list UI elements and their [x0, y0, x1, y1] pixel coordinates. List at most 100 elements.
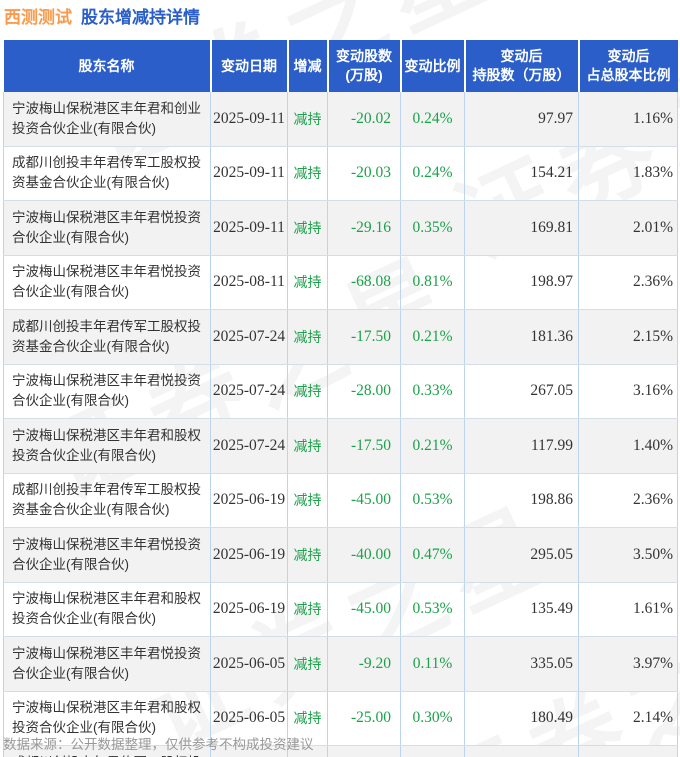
- cell-action: 减持: [287, 582, 328, 637]
- cell-after_pct: 2.14%: [578, 691, 678, 746]
- cell-date: 2025-07-24: [210, 418, 288, 474]
- cell-after_pct: 1.83%: [578, 146, 678, 201]
- cell-action: 减持: [287, 745, 328, 757]
- column-header-change: 变动股数 (万股): [327, 40, 402, 92]
- cell-action: 减持: [287, 527, 328, 583]
- column-header-date: 变动日期: [210, 40, 289, 92]
- cell-ratio: 0.24%: [400, 92, 465, 147]
- cell-change: -40.00: [327, 527, 401, 583]
- cell-ratio: 0.53%: [400, 473, 465, 528]
- table-row: 宁波梅山保税港区丰年君悦投资合伙企业(有限合伙) 2025-08-11 减持 -68.…: [3, 255, 678, 310]
- cell-ratio: 0.53%: [400, 582, 465, 637]
- cell-ratio: 0.81%: [400, 255, 465, 310]
- data-source-note: 数据来源：公开数据整理，仅供参考不构成投资建议: [3, 737, 314, 752]
- cell-after_pct: 1.16%: [578, 92, 678, 147]
- cell-change: -20.03: [327, 146, 401, 201]
- cell-after_pct: 2.36%: [578, 255, 678, 310]
- stock-name: 西测测试: [4, 8, 72, 27]
- cell-after_pct: 3.50%: [578, 527, 678, 583]
- page-subtitle: 股东增减持详情: [81, 8, 200, 27]
- cell-after: 267.05: [464, 364, 579, 419]
- cell-action: 减持: [287, 364, 328, 419]
- cell-name: 宁波梅山保税港区丰年君和股权投资合伙企业(有限合伙): [3, 582, 211, 637]
- header-row: 股东名称 变动日期 增减 变动股数 (万股) 变动比例 变动后 持股数（万股） 变动后 占总股本比…: [3, 40, 678, 92]
- column-header-after_pct: 变动后 占总股本比例: [578, 40, 678, 92]
- column-header-line: 变动股数: [336, 48, 392, 64]
- column-header-after: 变动后 持股数（万股）: [464, 40, 580, 92]
- cell-after: 135.49: [464, 582, 579, 637]
- cell-name: 宁波梅山保税港区丰年君悦投资合伙企业(有限合伙): [3, 527, 211, 583]
- cell-action: 减持: [287, 636, 328, 692]
- cell-name: 宁波梅山保税港区丰年君悦投资合伙企业(有限合伙): [3, 200, 211, 256]
- cell-after_pct: 2.36%: [578, 473, 678, 528]
- cell-date: 2025-06-19: [210, 527, 288, 583]
- table-row: 成都川创投丰年君传军工股权投资基金合伙企业(有限合伙) 2025-09-11 减持 -…: [3, 146, 678, 201]
- cell-date: 2025-06-05: [210, 636, 288, 692]
- cell-ratio: 0.30%: [400, 691, 465, 746]
- cell-change: -17.50: [327, 309, 401, 365]
- cell-ratio: 0.30%: [400, 745, 465, 757]
- cell-action: 减持: [287, 309, 328, 365]
- cell-date: 2025-06-19: [210, 582, 288, 637]
- cell-name: 成都川创投丰年君传军工股权投资基金合伙企业(有限合伙): [3, 745, 211, 757]
- column-header-line: 变动后: [607, 48, 650, 64]
- cell-action: 减持: [287, 255, 328, 310]
- column-header-line: 占总股本比例: [586, 67, 671, 83]
- table-row: 宁波梅山保税港区丰年君悦投资合伙企业(有限合伙) 2025-09-11 减持 -29.…: [3, 200, 678, 256]
- column-header-line: 变动日期: [221, 57, 277, 74]
- column-header-line: 变动比例: [404, 57, 461, 74]
- cell-after_pct: 2.01%: [578, 200, 678, 256]
- cell-name: 成都川创投丰年君传军工股权投资基金合伙企业(有限合伙): [3, 309, 211, 365]
- cell-after: 181.36: [464, 309, 579, 365]
- column-header-action: 增减: [287, 40, 329, 92]
- cell-name: 宁波梅山保税港区丰年君和创业投资合伙企业(有限合伙): [3, 92, 211, 147]
- cell-change: -68.08: [327, 255, 401, 310]
- column-header-name: 股东名称: [3, 40, 212, 92]
- cell-name: 宁波梅山保税港区丰年君悦投资合伙企业(有限合伙): [3, 255, 211, 310]
- cell-after_pct: 3.16%: [578, 364, 678, 419]
- cell-action: 减持: [287, 473, 328, 528]
- cell-ratio: 0.33%: [400, 364, 465, 419]
- cell-name: 宁波梅山保税港区丰年君悦投资合伙企业(有限合伙): [3, 636, 211, 692]
- cell-ratio: 0.35%: [400, 200, 465, 256]
- cell-ratio: 0.24%: [400, 146, 465, 201]
- table-row: 宁波梅山保税港区丰年君悦投资合伙企业(有限合伙) 2025-06-19 减持 -40.…: [3, 527, 678, 583]
- cell-action: 减持: [287, 92, 328, 147]
- cell-change: -28.00: [327, 364, 401, 419]
- cell-date: 2025-09-11: [210, 146, 288, 201]
- table-row: 宁波梅山保税港区丰年君和股权投资合伙企业(有限合伙) 2025-06-05 减持 -2…: [3, 691, 678, 746]
- cell-after_pct: 3.97%: [578, 636, 678, 692]
- cell-after: 198.86: [464, 473, 579, 528]
- table-row: 宁波梅山保税港区丰年君悦投资合伙企业(有限合伙) 2025-06-05 减持 -9.2…: [3, 636, 678, 692]
- cell-name: 宁波梅山保税港区丰年君和股权投资合伙企业(有限合伙): [3, 691, 211, 746]
- column-header-line: 股东名称: [78, 57, 135, 74]
- cell-ratio: 0.47%: [400, 527, 465, 583]
- cell-change: -20.02: [327, 92, 401, 147]
- cell-after_pct: 2.15%: [578, 309, 678, 365]
- cell-change: -25.00: [327, 745, 401, 757]
- table-row: 宁波梅山保税港区丰年君和创业投资合伙企业(有限合伙) 2025-09-11 减持 -2…: [3, 92, 678, 147]
- table-header: 股东名称 变动日期 增减 变动股数 (万股) 变动比例 变动后 持股数（万股） 变动后 占总股本比…: [3, 40, 678, 92]
- cell-ratio: 0.21%: [400, 418, 465, 474]
- table-row: 宁波梅山保税港区丰年君和股权投资合伙企业(有限合伙) 2025-07-24 减持 -1…: [3, 418, 678, 474]
- cell-after: 295.05: [464, 527, 579, 583]
- cell-date: 2025-09-11: [210, 200, 288, 256]
- cell-after: 117.99: [464, 418, 579, 474]
- cell-date: 2025-08-11: [210, 255, 288, 310]
- shareholder-changes-table: 股东名称 变动日期 增减 变动股数 (万股) 变动比例 变动后 持股数（万股） 变动后 占总股本比…: [3, 40, 678, 757]
- cell-name: 宁波梅山保税港区丰年君悦投资合伙企业(有限合伙): [3, 364, 211, 419]
- cell-date: 2025-06-05: [210, 691, 288, 746]
- cell-after: 180.49: [464, 691, 579, 746]
- table-row: 成都川创投丰年君传军工股权投资基金合伙企业(有限合伙)2025-06-05减持-…: [3, 745, 678, 757]
- column-header-line: 持股数（万股）: [472, 67, 571, 83]
- cell-date: 2025-06-19: [210, 473, 288, 528]
- cell-change: -29.16: [327, 200, 401, 256]
- cell-name: 成都川创投丰年君传军工股权投资基金合伙企业(有限合伙): [3, 146, 211, 201]
- cell-date: 2025-07-24: [210, 364, 288, 419]
- cell-date: 2025-07-24: [210, 309, 288, 365]
- cell-action: 减持: [287, 691, 328, 746]
- cell-date: 2025-09-11: [210, 92, 288, 147]
- cell-action: 减持: [287, 146, 328, 201]
- table-row: 成都川创投丰年君传军工股权投资基金合伙企业(有限合伙) 2025-07-24 减持 -…: [3, 309, 678, 365]
